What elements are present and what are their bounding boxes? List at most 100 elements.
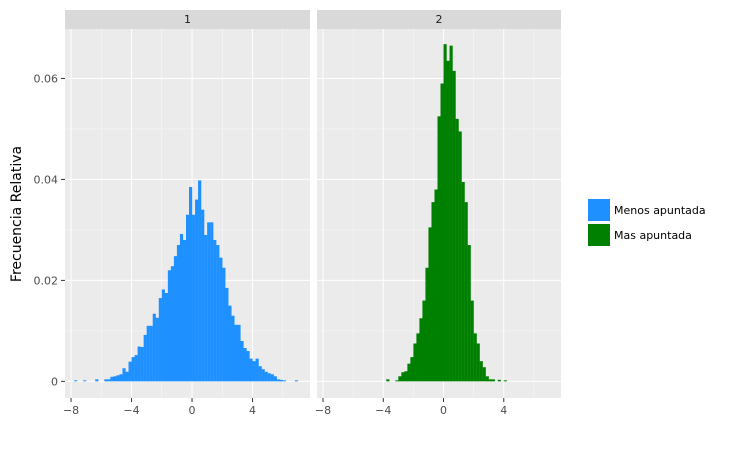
- histogram-bar: [164, 293, 168, 382]
- histogram-bar: [488, 379, 492, 382]
- histogram-bar: [458, 131, 462, 382]
- histogram-bar: [252, 361, 256, 382]
- histogram-bar: [446, 60, 450, 382]
- histogram-bar: [131, 357, 135, 382]
- x-tick-label: −4: [123, 404, 139, 417]
- y-tick-label: 0.02: [34, 274, 59, 287]
- legend: Menos apuntada Mas apuntada: [588, 199, 706, 246]
- histogram-bar: [170, 266, 175, 382]
- histogram-bar: [410, 357, 414, 382]
- histogram-bar: [255, 358, 259, 382]
- histogram-bar: [419, 318, 423, 382]
- histogram-bar: [422, 300, 426, 382]
- histogram-bar: [279, 379, 283, 382]
- histogram-bar: [189, 186, 193, 382]
- x-tick-label: −8: [63, 404, 79, 417]
- histogram-bar: [137, 346, 141, 382]
- histogram-bar: [464, 202, 468, 382]
- histogram-bar: [267, 373, 271, 382]
- histogram-bar: [95, 379, 99, 382]
- legend-item: Menos apuntada: [588, 199, 706, 221]
- histogram-bar: [428, 227, 432, 382]
- histogram-bar: [491, 379, 495, 382]
- histogram-bar: [216, 245, 220, 382]
- histogram-bar: [140, 347, 144, 382]
- histogram-bar: [443, 44, 447, 382]
- histogram-bar: [416, 333, 420, 382]
- histogram-bar: [134, 355, 138, 382]
- series-mas-apuntada: [386, 44, 507, 382]
- histogram-bar: [452, 70, 456, 382]
- histogram-bar: [204, 234, 208, 382]
- y-tick-label: 0: [51, 375, 58, 388]
- histogram-bar: [122, 368, 126, 382]
- facet-panel-1: 1: [65, 10, 310, 398]
- facet-strip: [65, 10, 310, 29]
- histogram-bar: [146, 325, 150, 382]
- histogram-bar: [404, 371, 408, 382]
- histogram-bar: [467, 245, 471, 382]
- histogram-bar: [201, 209, 205, 382]
- histogram-bar: [434, 189, 438, 382]
- histogram-bar: [503, 380, 507, 382]
- histogram-bar: [437, 116, 441, 382]
- histogram-bar: [455, 118, 459, 382]
- histogram-bar: [113, 376, 117, 382]
- histogram-bar: [192, 214, 196, 382]
- histogram-bar: [210, 222, 214, 382]
- histogram-bar: [234, 324, 238, 382]
- histogram-bar: [228, 305, 232, 382]
- histogram-bar: [398, 376, 402, 382]
- histogram-bar: [128, 361, 132, 382]
- histogram-bar: [249, 358, 253, 382]
- histogram-bar: [107, 379, 111, 382]
- histogram-bar: [161, 289, 165, 382]
- y-tick-label: 0.04: [34, 173, 59, 186]
- series-menos-apuntada: [74, 180, 299, 382]
- histogram-bar: [116, 375, 120, 382]
- facet-panel-2: 2: [317, 10, 561, 398]
- x-tick-label: 4: [249, 404, 256, 417]
- histogram-bar: [104, 379, 108, 382]
- histogram-bar: [395, 380, 399, 382]
- facet-strip: [317, 10, 561, 29]
- histogram-bar: [485, 376, 489, 382]
- histogram-bar: [425, 267, 429, 382]
- histogram-bar: [167, 270, 172, 382]
- histogram-bar: [273, 376, 277, 382]
- histogram-bar: [258, 366, 262, 382]
- histogram-bar: [431, 202, 435, 382]
- histogram-bar: [282, 380, 286, 382]
- x-tick-label: −8: [315, 404, 331, 417]
- histogram-bar: [482, 367, 486, 382]
- legend-label: Mas apuntada: [614, 229, 692, 242]
- histogram-bar: [158, 298, 162, 382]
- legend-key: [588, 224, 610, 246]
- axes-layer: −8 −4 0 4 −8 −4 0 4 0 0.02 0.04 0.06: [34, 72, 508, 417]
- x-tick-label: 0: [189, 404, 196, 417]
- histogram-bar: [219, 257, 223, 382]
- legend-label: Menos apuntada: [614, 204, 706, 217]
- histogram-bar: [479, 361, 483, 382]
- x-tick-label: 4: [500, 404, 507, 417]
- histogram-bar: [476, 343, 480, 382]
- histogram-bar: [237, 324, 241, 382]
- histogram-bar: [413, 343, 417, 382]
- histogram-bar: [497, 379, 501, 382]
- histogram-bar: [213, 240, 217, 382]
- histogram-bar: [143, 334, 147, 382]
- histogram-bar: [243, 348, 247, 382]
- histogram-bar: [231, 315, 235, 382]
- histogram-bar: [401, 372, 405, 382]
- facet-strip-label: 1: [184, 13, 191, 26]
- histogram-bar: [470, 300, 474, 382]
- y-axis-title: Frecuencia Relativa: [9, 146, 25, 282]
- histogram-bar: [207, 222, 211, 382]
- x-tick-label: −4: [375, 404, 391, 417]
- histogram-bar: [185, 214, 190, 382]
- histogram-bar: [155, 317, 159, 382]
- histogram-bar: [198, 180, 202, 382]
